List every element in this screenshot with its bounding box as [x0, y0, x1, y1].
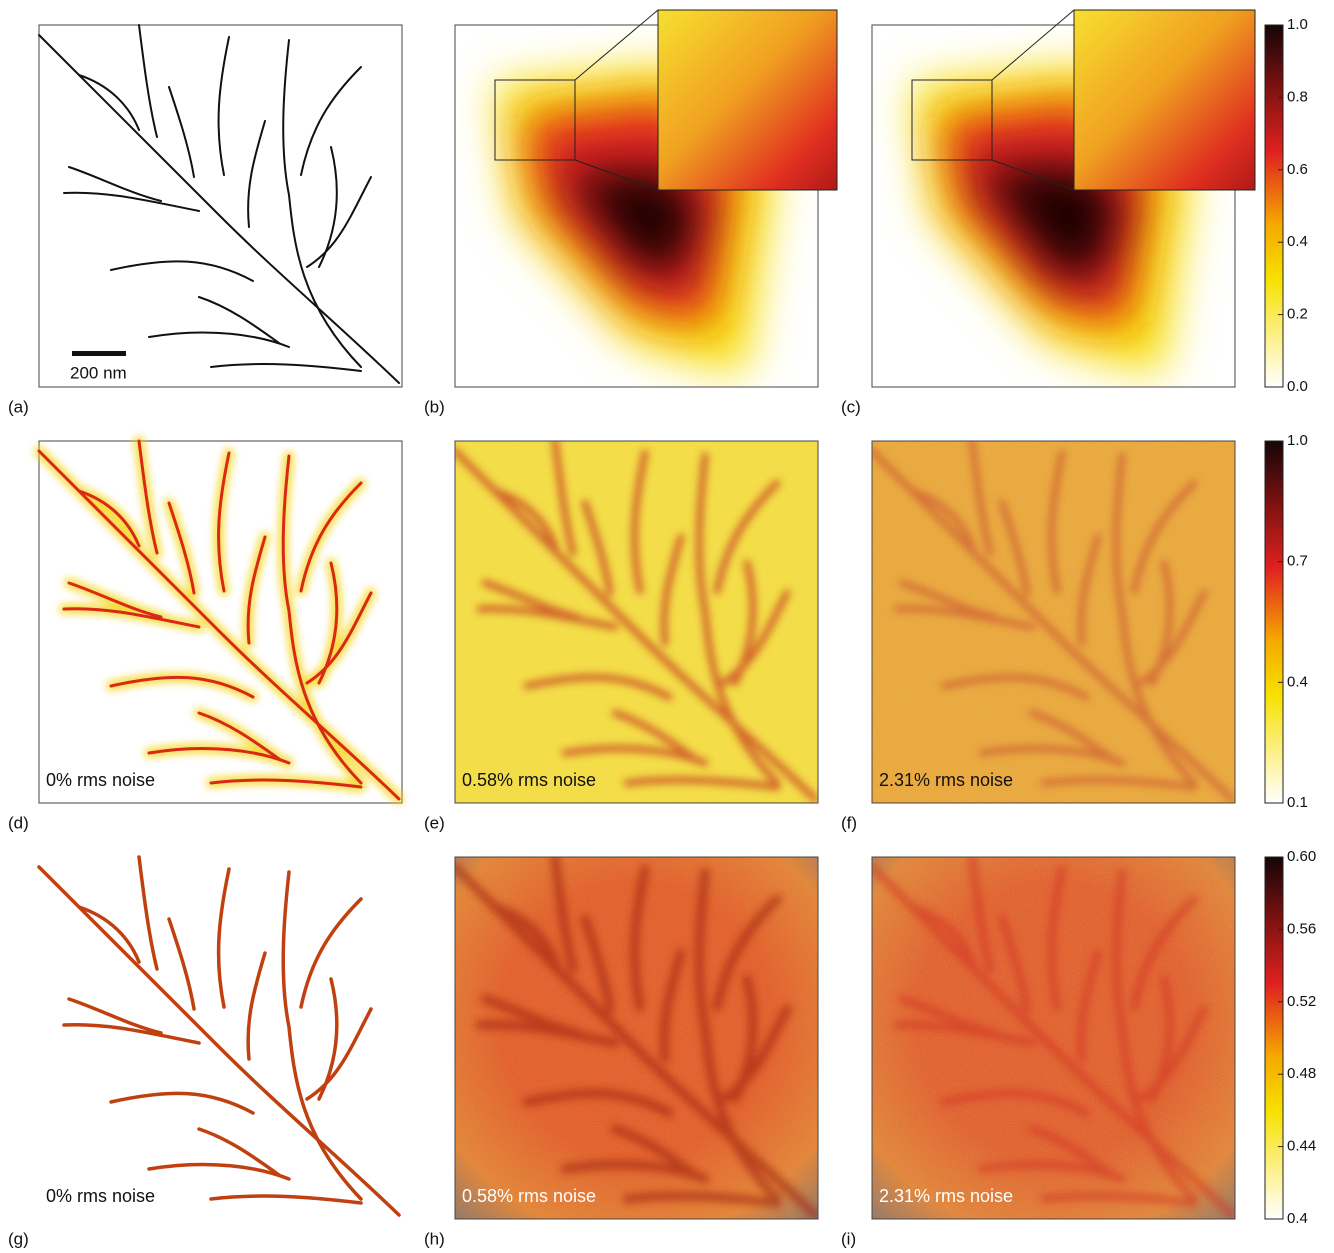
annotation: 0.58% rms noise [462, 1186, 596, 1206]
tick-label: 1.0 [1287, 16, 1308, 33]
tick-label: 0.44 [1287, 1138, 1316, 1155]
tick-label: 0.2 [1287, 306, 1308, 323]
panel-label: (e) [424, 813, 445, 832]
panel-b [454, 9, 838, 388]
annotation: 0% rms noise [46, 1186, 155, 1206]
tick-label: 0.7 [1287, 553, 1308, 570]
panel-d [39, 441, 402, 803]
tick-label: 0.8 [1287, 88, 1308, 105]
annotation: 0% rms noise [46, 770, 155, 790]
panel-g [37, 855, 402, 1219]
annotation: 200 nm [70, 363, 127, 382]
panel-label: (d) [8, 813, 29, 832]
panel-f [871, 440, 1236, 804]
annotation: 2.31% rms noise [879, 770, 1013, 790]
panel-label: (h) [424, 1229, 445, 1248]
tick-label: 1.0 [1287, 432, 1308, 449]
tick-label: 0.52 [1287, 993, 1316, 1010]
tick-label: 0.4 [1287, 1210, 1308, 1227]
tick-label: 0.1 [1287, 794, 1308, 811]
annotation: 2.31% rms noise [879, 1186, 1013, 1206]
panel-label: (i) [841, 1229, 856, 1248]
tick-label: 0.0 [1287, 378, 1308, 395]
panel-label: (f) [841, 813, 857, 832]
colorbar [1264, 24, 1284, 388]
tick-label: 0.60 [1287, 848, 1316, 865]
tick-label: 0.48 [1287, 1065, 1316, 1082]
panel-a [38, 24, 403, 388]
panel-label: (b) [424, 397, 445, 416]
annotation: 0.58% rms noise [462, 770, 596, 790]
tick-label: 0.56 [1287, 920, 1316, 937]
panel-h [454, 856, 819, 1220]
panel-c [871, 9, 1256, 388]
tick-label: 0.6 [1287, 161, 1308, 178]
panel-e [454, 440, 819, 804]
tick-label: 0.4 [1287, 673, 1308, 690]
panel-label: (a) [8, 397, 29, 416]
panel-i [871, 856, 1236, 1220]
colorbar [1264, 856, 1284, 1220]
colorbar [1264, 440, 1284, 804]
panel-label: (g) [8, 1229, 29, 1248]
panel-label: (c) [841, 397, 861, 416]
tick-label: 0.4 [1287, 233, 1308, 250]
